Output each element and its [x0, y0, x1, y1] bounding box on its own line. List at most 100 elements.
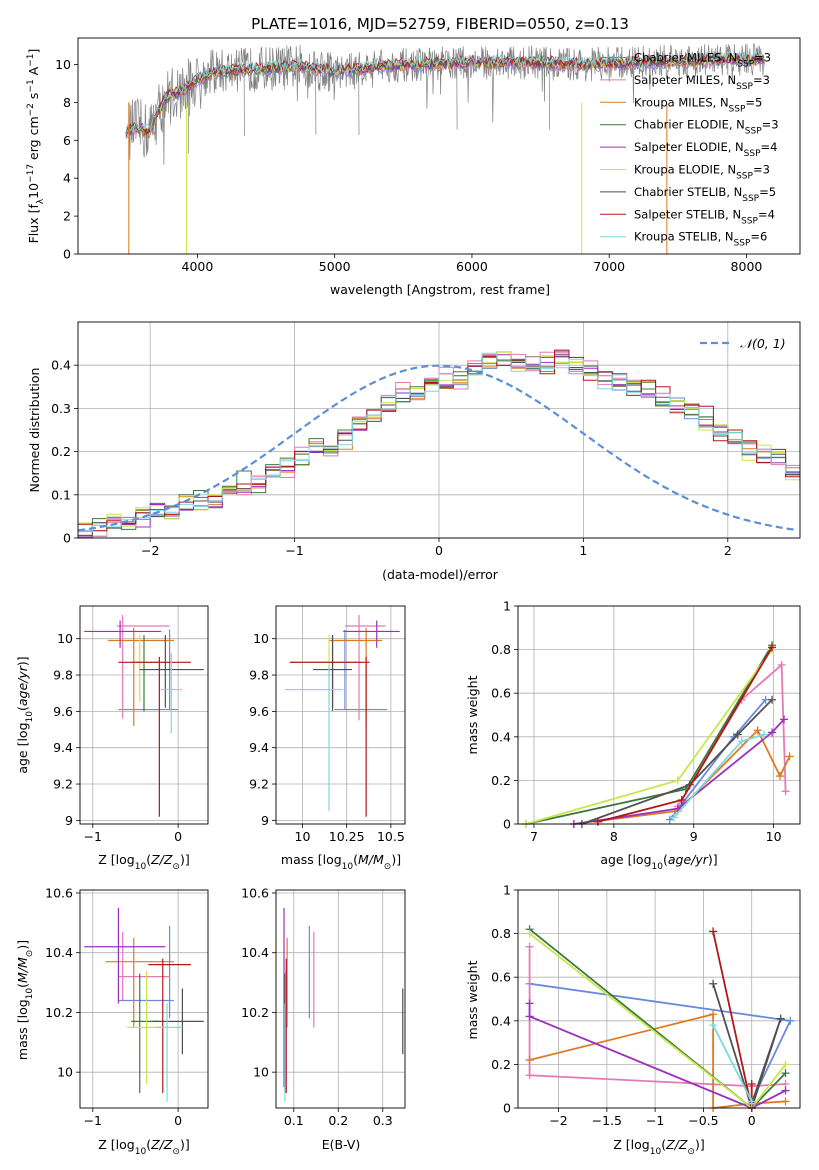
y-tick-label: 0	[503, 817, 511, 832]
axes-frame	[517, 889, 801, 1109]
x-tick-label: 9	[690, 829, 698, 844]
series-marker	[781, 787, 790, 796]
x-tick-label: −1	[646, 1113, 664, 1128]
series-marker	[673, 776, 682, 785]
grid-lines	[276, 606, 405, 824]
figure-title: PLATE=1016, MJD=52759, FIBERID=0550, z=0…	[251, 15, 629, 33]
mass-vs-extinction-panel: 0.1 0.2 0.3 10 10.2 10.4 10.6 E(B-V)	[241, 885, 406, 1152]
series-marker	[525, 1071, 534, 1080]
y-tick-label: 9.4	[249, 740, 269, 755]
y-tick-label: 9	[261, 813, 269, 828]
x-tick-label: 0.1	[284, 1113, 304, 1128]
error-bars	[84, 907, 204, 1103]
series-marker	[525, 1056, 534, 1065]
axes-frame	[79, 889, 209, 1109]
mass-weight-vs-metallicity-panel: −2 −1.5 −1 −0.5 0 0 0.2 0.4 0.6 0.8 1 Z [log10(Z/Z⊙…	[465, 883, 801, 1157]
axes-frame	[275, 605, 406, 825]
series-marker	[776, 1014, 785, 1023]
grid-lines	[276, 890, 405, 1108]
legend-label: Salpeter MILES, NSSP=3	[634, 73, 770, 92]
histogram-bar-outline	[78, 351, 800, 538]
series-marker	[525, 942, 534, 951]
y-tick-label: 10.6	[45, 885, 73, 900]
axes-frame	[275, 889, 406, 1109]
y-axis-label: Flux [fλ10−17 erg cm−2 s−1 A−1]	[26, 49, 46, 244]
ticks: −2 −1 0 1 2 0 0.1 0.2 0.3 0.4	[51, 358, 732, 558]
x-axis-label: wavelength [Angstrom, rest frame]	[330, 282, 550, 297]
grid-lines	[78, 322, 800, 539]
x-tick-label: 5000	[319, 259, 351, 274]
data-point	[152, 988, 204, 1055]
legend-label: Salpeter STELIB, NSSP=4	[634, 207, 775, 226]
data-point	[313, 635, 352, 708]
x-tick-label: 10.25	[329, 829, 365, 844]
legend-label: Chabrier STELIB, NSSP=5	[634, 185, 776, 204]
series-marker	[785, 752, 794, 761]
x-tick-label: 10	[766, 829, 782, 844]
x-tick-label: 8000	[731, 259, 763, 274]
y-tick-label: 1	[503, 599, 511, 614]
x-axis-label: Z [log10(Z/Z⊙)]	[98, 1137, 189, 1157]
y-tick-label: 9	[65, 813, 73, 828]
series-marker	[768, 695, 777, 704]
legend-label: Kroupa STELIB, NSSP=6	[634, 230, 767, 249]
y-tick-label: 10.2	[241, 1005, 269, 1020]
x-tick-label: −1.5	[592, 1113, 622, 1128]
x-tick-label: 6000	[456, 259, 488, 274]
y-tick-label: 0	[503, 1101, 511, 1116]
series-marker	[709, 979, 718, 988]
series-marker	[669, 813, 678, 822]
series-marker	[781, 1097, 790, 1106]
x-tick-label: −1	[84, 1113, 102, 1128]
series-marker	[768, 643, 777, 652]
data-point	[118, 931, 170, 1001]
x-tick-label: −2	[549, 1113, 567, 1128]
observed-spectrum-line	[128, 42, 765, 165]
y-axis-label: Normed distribution	[27, 368, 42, 493]
x-tick-label: 10	[295, 829, 311, 844]
y-tick-label: 0.6	[491, 970, 511, 985]
y-tick-label: 0.2	[491, 773, 511, 788]
error-bars	[283, 907, 404, 1103]
ticks: 4000 5000 6000 7000 8000 0 2 4 6 8 10	[55, 57, 762, 274]
x-tick-label: 0	[748, 1113, 756, 1128]
series-line	[573, 718, 785, 825]
series-marker	[709, 1010, 718, 1019]
legend-label: Kroupa MILES, NSSP=5	[634, 95, 762, 114]
y-tick-label: 0.4	[491, 1013, 511, 1028]
series-marker	[733, 730, 742, 739]
series-marker	[525, 999, 534, 1008]
histogram-bar-outline	[78, 352, 800, 538]
x-axis-label: E(B-V)	[322, 1137, 361, 1152]
legend-label: Kroupa ELODIE, NSSP=3	[634, 163, 770, 182]
x-tick-label: −1	[285, 543, 303, 558]
data-point	[84, 907, 166, 1004]
y-tick-label: 10	[57, 1065, 73, 1080]
spectrum-panel: 4000 5000 6000 7000 8000 0 2 4 6 8 10 wavelength [A…	[26, 37, 801, 297]
x-tick-label: 0	[174, 1113, 182, 1128]
series-marker	[737, 737, 746, 746]
x-tick-label: 8	[610, 829, 618, 844]
y-tick-label: 0	[63, 531, 71, 546]
x-tick-label: −2	[141, 543, 159, 558]
series-marker	[593, 817, 602, 826]
mass-vs-metallicity-panel: −1 0 10 10.2 10.4 10.6 Z [log10(Z/Z⊙)] mass [lo…	[15, 885, 209, 1157]
x-tick-label: 1	[579, 543, 587, 558]
legend-label: Chabrier ELODIE, NSSP=3	[634, 118, 779, 137]
y-tick-label: 9.8	[249, 668, 269, 683]
y-tick-label: 9.6	[249, 704, 269, 719]
data-point	[290, 635, 361, 712]
y-tick-label: 8	[63, 95, 71, 110]
x-tick-label: −1	[84, 829, 102, 844]
y-tick-label: 10	[57, 631, 73, 646]
x-tick-label: 10.5	[377, 829, 405, 844]
data-point	[118, 656, 191, 817]
y-tick-label: 10.4	[241, 945, 269, 960]
x-tick-label: 0	[435, 543, 443, 558]
ticks: 0.1 0.2 0.3 10 10.2 10.4 10.6	[241, 885, 393, 1128]
x-axis-label: age [log10(age/yr)]	[600, 852, 717, 872]
y-tick-label: 9.8	[53, 668, 73, 683]
legend-label: Chabrier MILES, NSSP=3	[634, 51, 771, 70]
ticks: −1 0 9 9.2 9.4 9.6 9.8 10	[53, 631, 182, 844]
